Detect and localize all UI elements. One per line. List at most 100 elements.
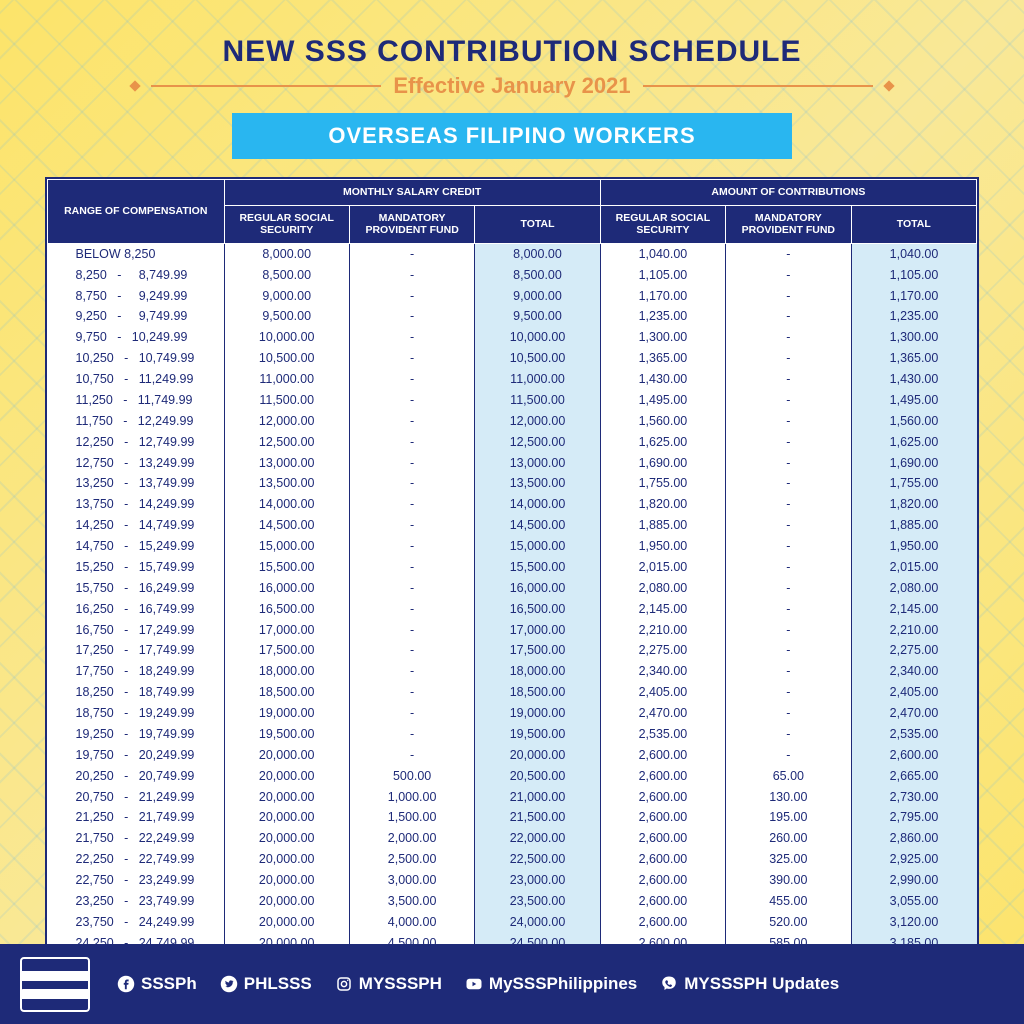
cell-msc-total: 8,000.00 [475,243,600,264]
cell-c-rss: 2,600.00 [600,828,725,849]
social-label: MySSSPhilippines [489,974,637,994]
cell-msc-mpf: - [349,620,474,641]
cell-range: 11,250 - 11,749.99 [48,390,225,411]
cell-msc-total: 16,500.00 [475,599,600,620]
cell-c-rss: 2,600.00 [600,891,725,912]
cell-c-rss: 1,755.00 [600,473,725,494]
cell-range: 16,250 - 16,749.99 [48,599,225,620]
table-row: 19,750 - 20,249.9920,000.00-20,000.002,6… [48,745,977,766]
cell-range: 13,750 - 14,249.99 [48,494,225,515]
cell-c-rss: 2,600.00 [600,766,725,787]
cell-msc-total: 17,000.00 [475,620,600,641]
cell-c-total: 2,990.00 [851,870,976,891]
cell-c-total: 1,820.00 [851,494,976,515]
cell-msc-rss: 20,000.00 [224,766,349,787]
cell-msc-mpf: 2,500.00 [349,849,474,870]
cell-msc-rss: 20,000.00 [224,745,349,766]
cell-msc-total: 18,000.00 [475,661,600,682]
cell-msc-rss: 19,000.00 [224,703,349,724]
table-row: 14,750 - 15,249.9915,000.00-15,000.001,9… [48,536,977,557]
cell-c-mpf: - [726,348,851,369]
cell-msc-rss: 20,000.00 [224,787,349,808]
cell-msc-mpf: 1,000.00 [349,787,474,808]
cell-range: 14,750 - 15,249.99 [48,536,225,557]
cell-c-rss: 1,560.00 [600,411,725,432]
cell-msc-total: 17,500.00 [475,640,600,661]
decor-line-left [151,85,381,87]
decor-line-right [643,85,873,87]
th-msc-mpf: MANDATORY PROVIDENT FUND [349,205,474,243]
cell-c-mpf: - [726,306,851,327]
table-row: 10,750 - 11,249.9911,000.00-11,000.001,4… [48,369,977,390]
table-row: 16,750 - 17,249.9917,000.00-17,000.002,2… [48,620,977,641]
th-contrib-group: AMOUNT OF CONTRIBUTIONS [600,180,976,206]
cell-c-total: 2,210.00 [851,620,976,641]
table-row: BELOW 8,2508,000.00-8,000.001,040.00-1,0… [48,243,977,264]
cell-msc-total: 12,000.00 [475,411,600,432]
facebook-icon [116,974,136,994]
cell-c-mpf: - [726,473,851,494]
cell-c-total: 2,730.00 [851,787,976,808]
cell-c-mpf: - [726,536,851,557]
cell-msc-total: 9,500.00 [475,306,600,327]
table-row: 15,750 - 16,249.9916,000.00-16,000.002,0… [48,578,977,599]
th-range: RANGE OF COMPENSATION [48,180,225,244]
cell-range: 9,250 - 9,749.99 [48,306,225,327]
cell-msc-mpf: 1,500.00 [349,807,474,828]
cell-msc-total: 15,500.00 [475,557,600,578]
cell-msc-total: 14,000.00 [475,494,600,515]
cell-c-total: 2,795.00 [851,807,976,828]
cell-c-rss: 1,495.00 [600,390,725,411]
twitter-icon [219,974,239,994]
cell-msc-total: 21,000.00 [475,787,600,808]
category-banner: OVERSEAS FILIPINO WORKERS [232,113,792,159]
cell-c-mpf: - [726,745,851,766]
cell-msc-total: 23,500.00 [475,891,600,912]
cell-c-rss: 1,300.00 [600,327,725,348]
cell-c-rss: 1,365.00 [600,348,725,369]
cell-c-mpf: - [726,265,851,286]
cell-msc-rss: 17,000.00 [224,620,349,641]
cell-range: 10,750 - 11,249.99 [48,369,225,390]
cell-range: 16,750 - 17,249.99 [48,620,225,641]
cell-range: 20,250 - 20,749.99 [48,766,225,787]
table-row: 15,250 - 15,749.9915,500.00-15,500.002,0… [48,557,977,578]
cell-c-rss: 1,170.00 [600,286,725,307]
cell-msc-rss: 13,500.00 [224,473,349,494]
th-msc-total: TOTAL [475,205,600,243]
table-row: 16,250 - 16,749.9916,500.00-16,500.002,1… [48,599,977,620]
cell-msc-mpf: 2,000.00 [349,828,474,849]
table-row: 9,750 - 10,249.9910,000.00-10,000.001,30… [48,327,977,348]
cell-msc-rss: 8,000.00 [224,243,349,264]
cell-c-mpf: 130.00 [726,787,851,808]
cell-c-mpf: - [726,620,851,641]
cell-msc-rss: 20,000.00 [224,870,349,891]
social-item-instagram[interactable]: MYSSSPH [334,974,442,994]
cell-msc-rss: 8,500.00 [224,265,349,286]
cell-c-rss: 1,040.00 [600,243,725,264]
cell-msc-mpf: - [349,745,474,766]
social-links: SSSPh PHLSSS MYSSSPH MySSSPhilippines MYSSSP… [116,974,839,994]
cell-msc-mpf: - [349,348,474,369]
cell-c-total: 3,055.00 [851,891,976,912]
cell-msc-total: 22,500.00 [475,849,600,870]
cell-msc-total: 20,500.00 [475,766,600,787]
social-item-twitter[interactable]: PHLSSS [219,974,312,994]
cell-msc-mpf: - [349,703,474,724]
youtube-icon [464,974,484,994]
cell-msc-rss: 20,000.00 [224,828,349,849]
th-msc-rss: REGULAR SOCIAL SECURITY [224,205,349,243]
cell-c-rss: 1,885.00 [600,515,725,536]
cell-c-mpf: 455.00 [726,891,851,912]
social-item-facebook[interactable]: SSSPh [116,974,197,994]
cell-msc-rss: 14,500.00 [224,515,349,536]
cell-msc-rss: 15,500.00 [224,557,349,578]
cell-c-total: 2,080.00 [851,578,976,599]
social-item-youtube[interactable]: MySSSPhilippines [464,974,637,994]
cell-range: 15,250 - 15,749.99 [48,557,225,578]
social-item-viber[interactable]: MYSSSPH Updates [659,974,839,994]
cell-msc-mpf: - [349,599,474,620]
cell-c-rss: 2,600.00 [600,849,725,870]
th-c-rss: REGULAR SOCIAL SECURITY [600,205,725,243]
cell-c-total: 2,275.00 [851,640,976,661]
